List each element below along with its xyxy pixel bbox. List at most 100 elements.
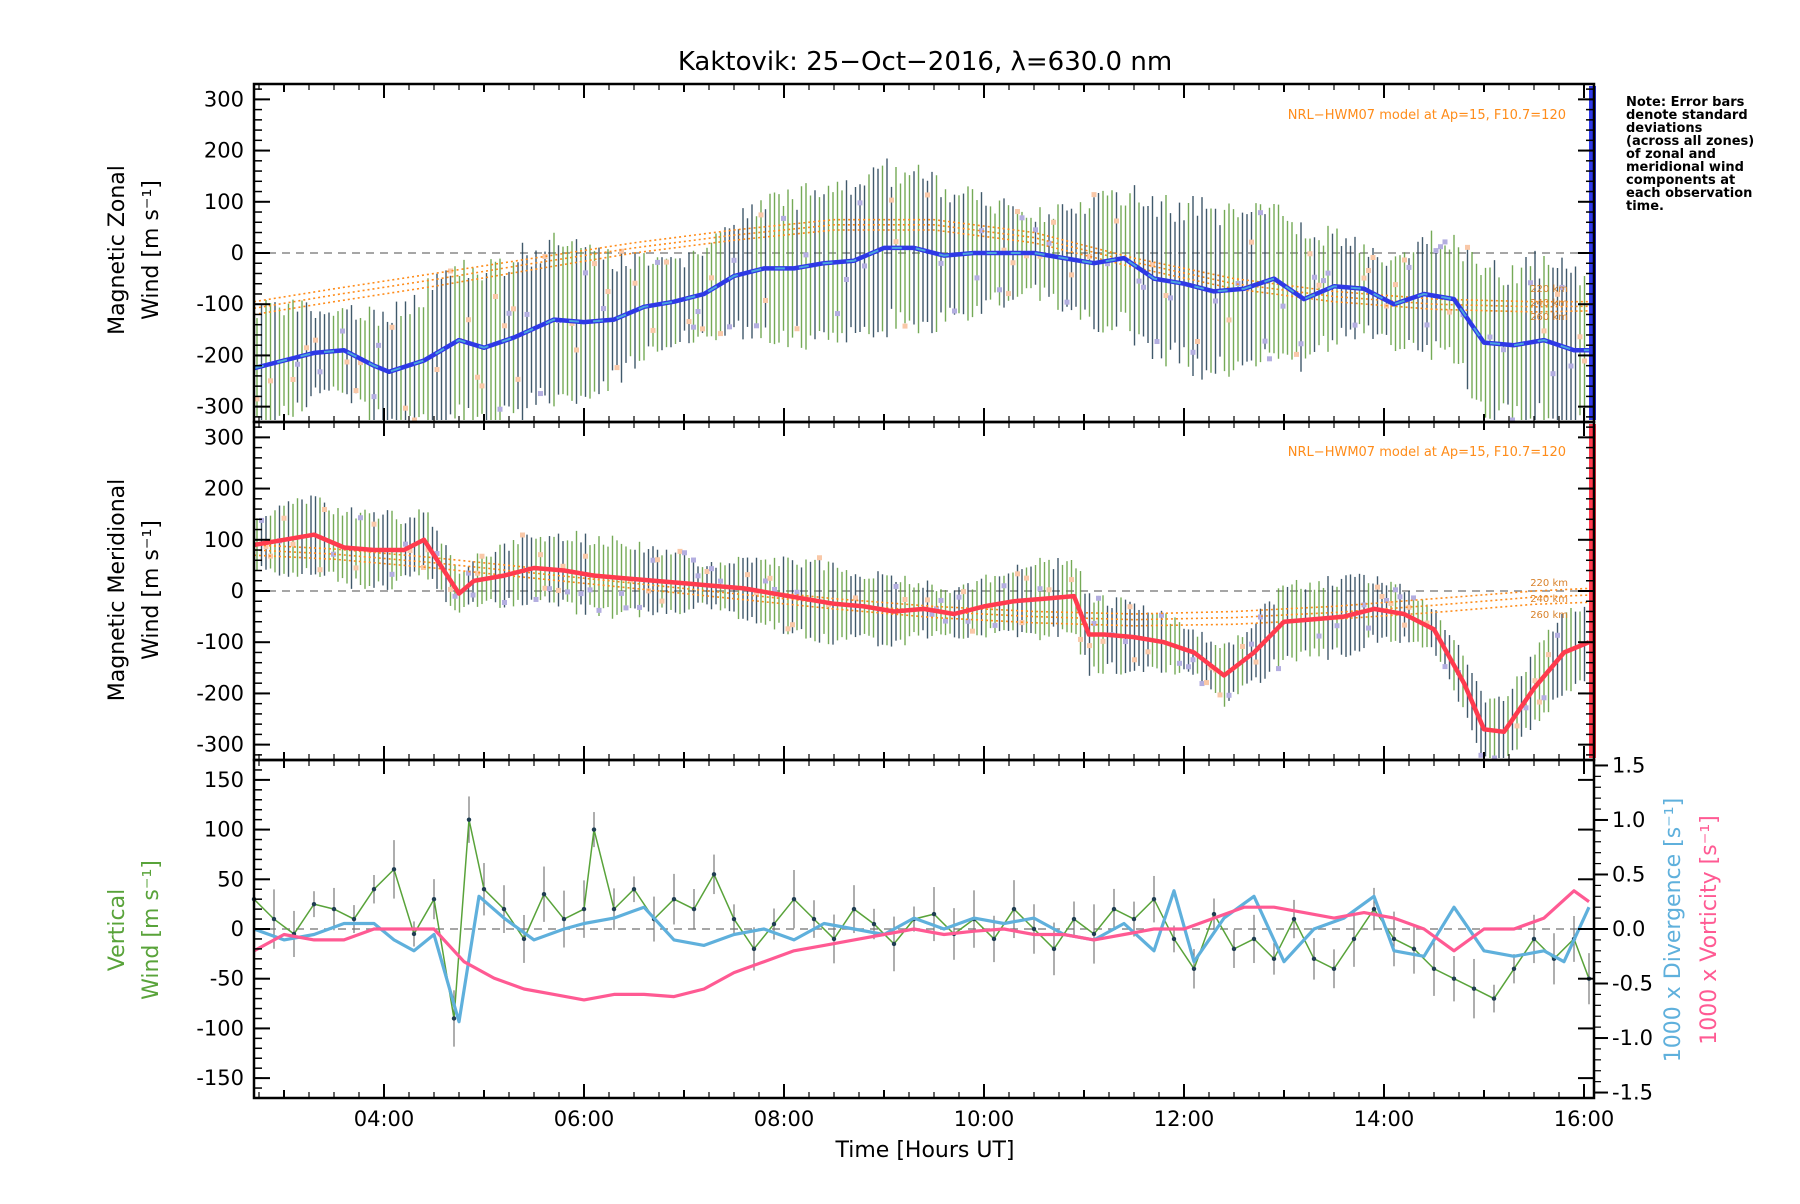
zone-sample <box>1406 604 1412 610</box>
zone-sample <box>790 622 795 628</box>
zone-sample <box>1159 612 1164 618</box>
vertical-wind-point <box>791 896 797 902</box>
zone-sample <box>1442 239 1448 245</box>
zone-sample <box>524 311 530 317</box>
zone-sample <box>358 515 363 521</box>
zone-sample <box>1424 620 1430 626</box>
zone-sample <box>1190 349 1196 355</box>
zone-sample <box>1150 262 1155 268</box>
zone-sample <box>259 517 264 523</box>
vertical-wind-point <box>591 827 597 832</box>
x-tick-label: 12:00 <box>1154 1107 1215 1131</box>
zone-sample <box>322 507 327 513</box>
vertical-wind-point <box>1131 916 1137 922</box>
zone-sample <box>1051 219 1056 225</box>
vertical-wind-point <box>271 916 277 922</box>
zone-sample <box>803 252 809 258</box>
zone-sample <box>290 541 296 547</box>
zone-sample <box>1442 664 1448 670</box>
vertical-wind-point <box>1311 956 1317 962</box>
vertical-wind-point <box>931 911 937 917</box>
vertical-wind-point <box>1531 936 1537 942</box>
mean-wind-line <box>253 532 1590 735</box>
vertical-wind-point <box>351 916 357 922</box>
zone-sample <box>1177 660 1182 666</box>
zone-sample <box>295 361 300 367</box>
zone-sample <box>997 287 1002 293</box>
zone-sample <box>1249 641 1254 647</box>
zone-sample <box>929 611 935 617</box>
x-tick-label: 10:00 <box>954 1107 1015 1131</box>
zone-sample <box>1069 577 1074 583</box>
vertical-wind-point <box>481 887 487 892</box>
zone-sample <box>403 541 408 547</box>
y-tick-label: 150 <box>204 768 244 792</box>
zone-sample <box>1046 240 1052 246</box>
x-tick-label: 04:00 <box>354 1107 415 1131</box>
zone-sample <box>857 200 863 206</box>
chart-title: Kaktovik: 25−Oct−2016, λ=630.0 nm <box>678 47 1172 77</box>
vertical-ylabel-line2: Wind [m s⁻¹] <box>139 860 164 1000</box>
y2-tick-label: -0.5 <box>1612 972 1653 996</box>
zone-sample <box>956 594 962 600</box>
zone-sample <box>475 374 480 380</box>
vertical-wind-point <box>611 906 617 912</box>
zone-sample <box>853 595 858 601</box>
y-tick-label: 0 <box>231 579 244 603</box>
zone-sample <box>1123 639 1128 645</box>
zone-sample <box>254 396 260 402</box>
zone-sample <box>448 586 453 592</box>
zone-sample <box>412 417 417 423</box>
zone-sample <box>893 583 899 589</box>
zone-sample <box>718 331 723 337</box>
note-line-3: deviations <box>1626 121 1703 136</box>
vertical-wind-point <box>1391 936 1397 942</box>
vertical-wind-point <box>1251 936 1257 942</box>
vertical-panel: -150 -100 -50 0 50 100 150 -1.5 -1.0 -0.5 0.0 0.5 1.… <box>105 753 1722 1163</box>
note-line-8: each observation <box>1626 186 1752 201</box>
zone-sample <box>358 360 363 366</box>
vertical-wind-point <box>1491 996 1497 1001</box>
zone-sample <box>1087 253 1092 259</box>
zone-sample <box>290 376 296 382</box>
x-tick-label: 08:00 <box>754 1107 815 1131</box>
zone-sample <box>1213 298 1218 304</box>
zone-sample <box>1136 278 1142 284</box>
zone-sample <box>763 297 768 303</box>
zone-sample <box>1190 657 1196 663</box>
zone-sample <box>1546 652 1551 658</box>
vertical-wind-point <box>1271 956 1277 962</box>
zone-sample <box>817 555 822 561</box>
zonal-ylabel-line1: Magnetic Zonal <box>105 165 130 335</box>
y2-tick-label: -1.5 <box>1612 1081 1653 1105</box>
zone-sample <box>578 591 584 597</box>
zone-sample <box>763 578 768 584</box>
zone-sample <box>1478 752 1484 758</box>
zone-sample <box>655 557 660 563</box>
zone-sample <box>601 306 606 312</box>
y-tick-label: 200 <box>204 477 244 501</box>
vertical-wind-point <box>311 901 317 907</box>
note-line-4: (across all zones) <box>1626 134 1754 149</box>
vertical-wind-point <box>1151 896 1157 902</box>
zone-sample <box>389 324 395 330</box>
zone-sample <box>1298 341 1304 347</box>
zone-sample <box>1321 278 1326 284</box>
vertical-wind-point <box>561 916 567 922</box>
zone-sample <box>1069 272 1074 278</box>
zone-sample <box>925 597 930 603</box>
zone-sample <box>1393 587 1398 593</box>
mean-wind-highlight <box>253 246 1589 373</box>
zone-sample <box>1577 334 1583 340</box>
zonal-ylabel-line2: Wind [m s⁻¹] <box>139 180 164 320</box>
zone-sample <box>281 515 287 521</box>
zone-sample <box>583 553 588 559</box>
meridional-model-alt-260: 260 km <box>1530 610 1568 621</box>
y2-tick-label: 1.5 <box>1612 753 1645 777</box>
zone-sample <box>655 259 660 265</box>
meridional-axes: -300 -200 -100 0 100 200 300 <box>196 420 1596 762</box>
zone-sample <box>353 565 359 571</box>
zone-sample <box>700 326 705 332</box>
zone-sample <box>1006 291 1011 297</box>
